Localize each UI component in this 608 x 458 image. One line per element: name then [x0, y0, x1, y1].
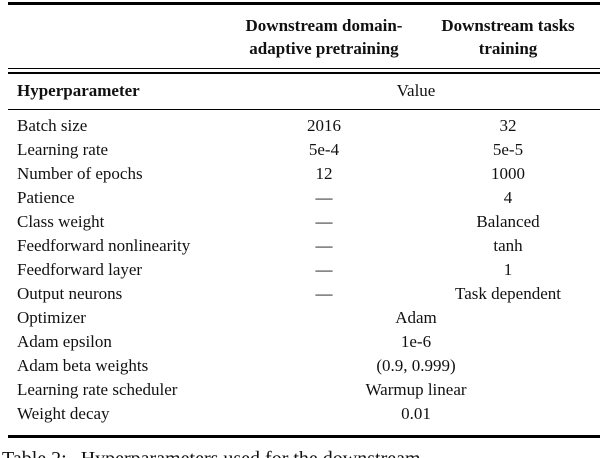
- row-value-span: Adam: [395, 308, 437, 327]
- table-row: Weight decay 0.01: [8, 402, 600, 426]
- row-value-pretraining: —: [315, 188, 333, 207]
- row-value-pretraining: —: [315, 236, 333, 255]
- row-label: Adam epsilon: [17, 332, 112, 351]
- table-bottom-rule: [8, 435, 600, 438]
- caption-label: Table 2:: [2, 448, 67, 458]
- table-mid-rule: [8, 108, 600, 110]
- subheader-row: Hyperparameter Value: [8, 74, 600, 109]
- row-label: Output neurons: [17, 284, 123, 303]
- row-value-tasks: 32: [499, 116, 517, 135]
- table-top-rule: [8, 2, 600, 5]
- caption-text: Hyperparameters used for the downstream: [81, 448, 421, 458]
- table-row: Feedforward layer — 1: [8, 258, 600, 282]
- column-header-tasks: Downstream tasks training: [416, 14, 600, 61]
- table-row: Feedforward nonlinearity — tanh: [8, 234, 600, 258]
- hyperparameter-heading: Hyperparameter: [17, 81, 140, 100]
- table-row: Class weight — Balanced: [8, 210, 600, 234]
- row-label: Feedforward nonlinearity: [17, 236, 191, 255]
- row-value-pretraining: 5e-4: [308, 140, 340, 159]
- table-row: Adam beta weights (0.9, 0.999): [8, 354, 600, 378]
- row-value-span: (0.9, 0.999): [376, 356, 456, 375]
- row-label: Learning rate scheduler: [17, 380, 178, 399]
- row-label: Weight decay: [17, 404, 110, 423]
- header-spacer: [8, 14, 232, 61]
- row-value-pretraining: —: [315, 284, 333, 303]
- column-header-line: training: [478, 39, 538, 58]
- table-row: Batch size 2016 32: [8, 114, 600, 138]
- row-label: Patience: [17, 188, 75, 207]
- row-label: Learning rate: [17, 140, 109, 159]
- row-value-pretraining: 2016: [307, 116, 341, 135]
- row-label: Number of epochs: [17, 164, 143, 183]
- table-double-rule: [8, 67, 600, 74]
- row-value-span: 0.01: [401, 404, 431, 423]
- table-caption: Table 2: Hyperparameters used for the dow…: [0, 438, 608, 458]
- row-value-tasks: 1: [503, 260, 513, 279]
- column-header-pretraining: Downstream domain- adaptive pretraining: [232, 14, 416, 61]
- value-heading: Value: [396, 81, 436, 100]
- row-label: Feedforward layer: [17, 260, 143, 279]
- row-value-tasks: Balanced: [476, 212, 540, 231]
- table-row: Output neurons — Task dependent: [8, 282, 600, 306]
- row-value-span: Warmup linear: [365, 380, 467, 399]
- row-value-tasks: 1000: [491, 164, 525, 183]
- table-row: Number of epochs 12 1000: [8, 162, 600, 186]
- column-header-row: Downstream domain- adaptive pretraining …: [8, 5, 600, 68]
- row-value-pretraining: 12: [315, 164, 333, 183]
- table-row: Patience — 4: [8, 186, 600, 210]
- hyperparameters-table: Downstream domain- adaptive pretraining …: [8, 2, 600, 438]
- column-header-line: Downstream domain-: [245, 15, 403, 35]
- row-value-span: 1e-6: [400, 332, 432, 351]
- row-value-tasks: 4: [503, 188, 513, 207]
- row-value-pretraining: —: [315, 260, 333, 279]
- table-row: Learning rate 5e-4 5e-5: [8, 138, 600, 162]
- table-body: Batch size 2016 32 Learning rate 5e-4 5e…: [8, 110, 600, 435]
- row-label: Class weight: [17, 212, 105, 231]
- table-row: Learning rate scheduler Warmup linear: [8, 378, 600, 402]
- column-header-line: adaptive pretraining: [249, 39, 399, 58]
- row-label: Adam beta weights: [17, 356, 149, 375]
- row-value-tasks: tanh: [493, 236, 523, 255]
- row-value-pretraining: —: [315, 212, 333, 231]
- table-row: Adam epsilon 1e-6: [8, 330, 600, 354]
- column-header-line: Downstream tasks: [441, 15, 575, 35]
- row-value-tasks: Task dependent: [455, 284, 561, 303]
- row-label: Optimizer: [17, 308, 86, 327]
- row-value-tasks: 5e-5: [492, 140, 524, 159]
- table-row: Optimizer Adam: [8, 306, 600, 330]
- row-label: Batch size: [17, 116, 88, 135]
